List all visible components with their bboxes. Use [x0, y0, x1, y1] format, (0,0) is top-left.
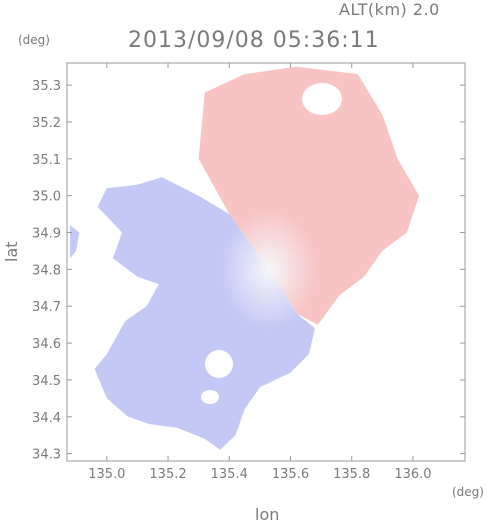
x-axis-label: lon — [255, 505, 280, 524]
y-tick-label: 35.0 — [32, 190, 61, 205]
x-tick-label: 135.2 — [149, 467, 186, 482]
no-data-hole — [201, 390, 219, 404]
y-axis-ticks: 34.3 34.4 34.5 34.6 34.7 34.8 34.9 35.0 35.1 35.2… — [32, 79, 465, 463]
y-tick-label: 34.9 — [32, 227, 61, 242]
timestamp-title: 2013/09/08 05:36:11 — [128, 28, 380, 53]
no-data-hole — [302, 83, 342, 115]
y-tick-label: 34.7 — [32, 300, 61, 315]
x-axis-ticks: 135.0 135.2 135.4 135.6 135.8 136.0 — [88, 63, 432, 482]
y-unit-label: (deg) — [18, 33, 50, 47]
y-tick-label: 34.3 — [32, 448, 61, 463]
y-tick-label: 35.3 — [32, 79, 61, 94]
x-tick-label: 135.4 — [211, 467, 248, 482]
y-tick-label: 35.1 — [32, 153, 61, 168]
region-receding — [198, 66, 420, 325]
y-tick-label: 34.8 — [32, 263, 61, 278]
region-approaching-west-edge — [70, 225, 80, 259]
x-tick-label: 135.8 — [333, 467, 370, 482]
y-tick-label: 34.5 — [32, 374, 61, 389]
velocity-regions — [70, 66, 420, 450]
no-data-hole — [205, 350, 233, 378]
zero-velocity-band — [221, 209, 318, 330]
x-tick-label: 135.0 — [88, 467, 125, 482]
region-approaching — [94, 177, 315, 450]
x-tick-label: 135.6 — [272, 467, 309, 482]
x-tick-label: 136.0 — [394, 467, 431, 482]
y-tick-label: 34.4 — [32, 411, 61, 426]
y-tick-label: 35.2 — [32, 116, 61, 131]
plot-frame — [66, 62, 466, 462]
y-tick-label: 34.6 — [32, 337, 61, 352]
no-data-holes — [201, 83, 342, 404]
x-unit-label: (deg) — [452, 485, 484, 499]
altitude-label: ALT(km) 2.0 — [339, 0, 440, 19]
